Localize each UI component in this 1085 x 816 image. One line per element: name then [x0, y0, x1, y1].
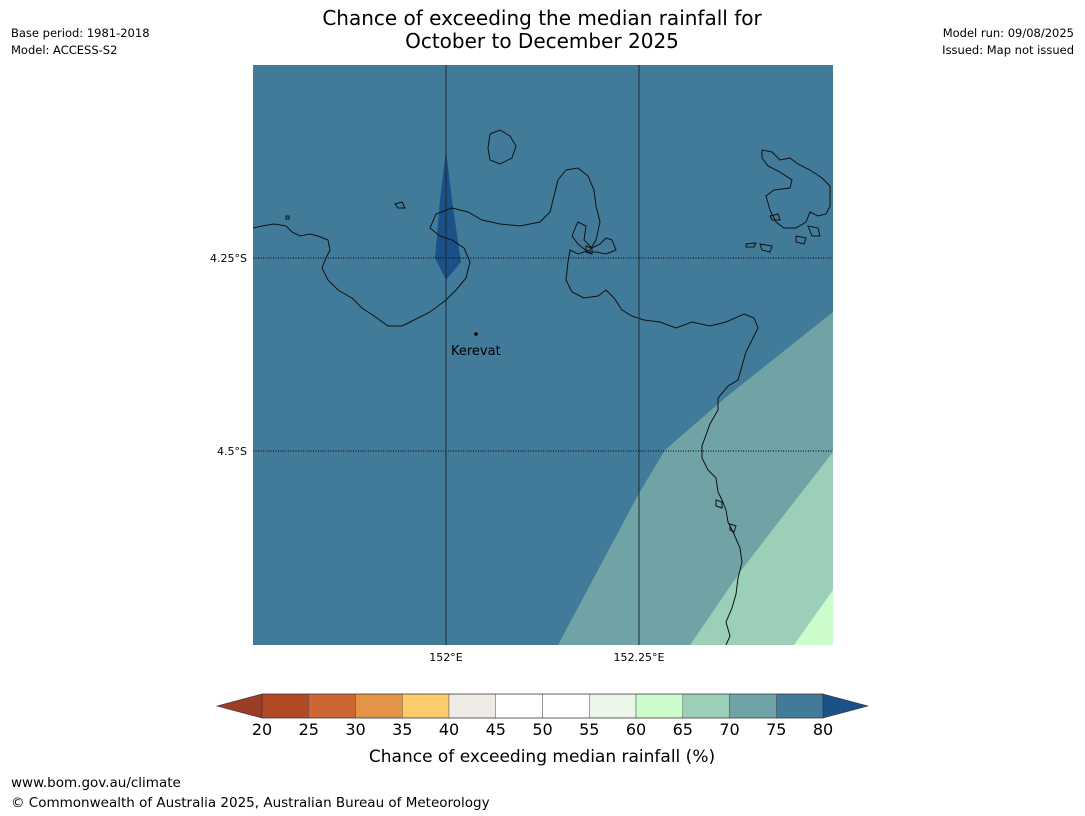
colorbar-cell	[309, 694, 356, 718]
colorbar-tick-label: 35	[392, 720, 412, 739]
colorbar-cell	[683, 694, 730, 718]
lon-label-152e: 152°E	[429, 651, 462, 664]
colorbar-cell	[262, 694, 309, 718]
colorbar-cell	[636, 694, 683, 718]
colorbar-cell	[496, 694, 543, 718]
colorbar-tick-label: 25	[299, 720, 319, 739]
colorbar-tick-label: 50	[532, 720, 552, 739]
colorbar-tick-label: 70	[719, 720, 739, 739]
map-panel	[253, 65, 833, 645]
colorbar-cell	[543, 694, 590, 718]
lon-label-152-25e: 152.25°E	[614, 651, 665, 664]
colorbar-tick-label: 55	[579, 720, 599, 739]
colorbar-tick-label: 65	[673, 720, 693, 739]
lat-label-4-5s: 4.5°S	[217, 445, 247, 458]
colorbar: 20 25 30 35 40 45 50 55 60 65 70 75 80 Chance of exc…	[217, 694, 868, 767]
lat-label-4-25s: 4.25°S	[210, 252, 247, 265]
colorbar-low-extend	[217, 694, 262, 718]
colorbar-cell	[730, 694, 777, 718]
footer-url[interactable]: www.bom.gov.au/climate	[11, 775, 181, 791]
colorbar-tick-label: 45	[486, 720, 506, 739]
colorbar-tick-label: 30	[345, 720, 365, 739]
colorbar-high-extend	[823, 694, 868, 718]
place-label-kerevat: Kerevat	[451, 344, 501, 359]
colorbar-tick-label: 80	[813, 720, 833, 739]
colorbar-cell	[402, 694, 449, 718]
colorbar-tick-label: 40	[439, 720, 459, 739]
place-marker	[474, 332, 478, 336]
colorbar-tick-label: 60	[626, 720, 646, 739]
colorbar-cell	[589, 694, 636, 718]
colorbar-tick-label: 20	[252, 720, 272, 739]
colorbar-tick-label: 75	[766, 720, 786, 739]
footer-copyright: © Commonwealth of Australia 2025, Austra…	[11, 795, 490, 811]
colorbar-cell	[776, 694, 823, 718]
colorbar-cell	[449, 694, 496, 718]
colorbar-cell	[356, 694, 403, 718]
colorbar-title: Chance of exceeding median rainfall (%)	[369, 747, 715, 767]
